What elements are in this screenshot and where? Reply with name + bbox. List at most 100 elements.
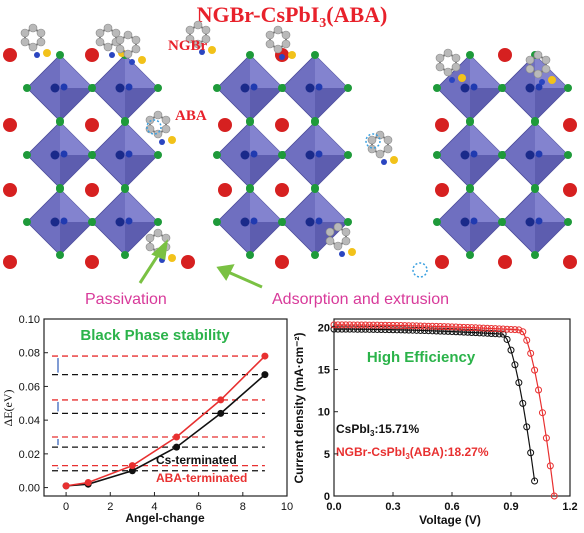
octahedron-face [250,222,283,255]
jv-data-point [479,324,487,332]
carbon-atom [123,49,133,59]
octahedron-face [470,189,503,222]
data-point [84,479,92,487]
jv-data-point [417,322,425,330]
ngbr-label: NGBr [168,38,208,54]
data-point [62,482,70,490]
pb-atom [305,83,315,93]
jv-data-point [519,328,527,336]
nitrogen-atom [43,49,51,57]
nitrogen-atom [390,156,398,164]
halide-atom [213,218,221,226]
jv-data-point [527,449,535,457]
pb-atom [525,83,535,93]
jv-data-point [456,328,464,336]
octahedron-face [470,155,503,188]
y-tick-label: 10 [318,407,330,419]
jv-data-point [346,325,354,333]
jv-data-point [389,321,397,329]
jv-data-point [361,321,369,329]
octahedron-face [250,55,283,88]
pb-atom [50,150,60,160]
pb-atom [115,83,125,93]
jv-data-point [354,321,362,329]
octahedron-face [60,155,93,188]
halide-atom [498,151,506,159]
carbon-atom [131,35,141,45]
halide-atom [311,118,319,126]
nitrogen-atom [348,248,356,256]
halide-atom [88,151,96,159]
jv-data-point [409,326,417,334]
adsorption-label: Adsorption and extrusion [272,291,449,308]
octahedron-face [60,55,93,88]
legend-cs-terminated: Cs-terminated [156,453,237,467]
carbon-atom [145,233,155,243]
octahedron [433,118,507,192]
jv-data-point [385,326,393,334]
halide-atom [23,218,31,226]
octahedron-face [470,222,503,255]
adsorption-arrow [216,264,263,289]
halide-atom [121,251,129,259]
pb-atom [470,150,478,158]
jv-data-point [424,327,432,335]
x-tick-label: 0 [63,501,69,513]
passivation-arrow [138,239,169,284]
carbon-atom [201,25,211,35]
carbon-atom [193,39,203,49]
pb-atom [460,83,470,93]
carbon-atom [265,30,275,40]
carbon-atom [273,25,283,35]
halide-atom [213,151,221,159]
octahedron-face [315,122,348,155]
jv-data-point [550,492,558,500]
jv-data-point [350,321,358,329]
pb-atom [250,217,258,225]
y-tick-label: 0.06 [19,381,40,393]
jv-data-point [468,328,476,336]
jv-data-point [381,326,389,334]
halide-atom [154,84,162,92]
carbon-atom [161,233,171,243]
jv-data-point [507,346,515,354]
jv-data-point [342,321,350,329]
carbon-atom [115,44,125,54]
jv-data-point [420,327,428,335]
y-tick-label: 0.02 [19,449,40,461]
jv-data-point [483,324,491,332]
octahedron-face [535,189,568,222]
jv-data-point [468,324,476,332]
octahedron-face [60,88,93,121]
carbon-atom [333,241,343,251]
halide-atom [344,218,352,226]
carbon-atom [185,34,195,44]
octahedron-face [250,189,283,222]
octahedron [88,118,162,192]
jv-data-point [377,326,385,334]
nitrogen-atom [449,77,455,83]
pb-atom [60,150,68,158]
jv-chart-title: High Efficiency [367,349,476,366]
nitrogen-atom [458,74,466,82]
nitrogen-atom [129,59,135,65]
adsorption-site-marker [412,262,428,278]
octahedron-face [125,122,158,155]
x-tick-label: 2 [107,501,113,513]
halide-atom [498,218,506,226]
cs-atom [275,255,289,269]
halide-atom [531,118,539,126]
jv-data-point [428,327,436,335]
carbon-atom [153,110,163,120]
jv-data-point [342,325,350,333]
nitrogen-atom [159,139,165,145]
halide-atom [56,51,64,59]
cs-atom [563,183,577,197]
octahedron-face [315,88,348,121]
jv-data-point [476,329,484,337]
jv-data-point [515,326,523,334]
jv-data-point [338,321,346,329]
carbon-atom [28,23,38,33]
carbon-atom [153,228,163,238]
nitrogen-atom [168,254,176,262]
